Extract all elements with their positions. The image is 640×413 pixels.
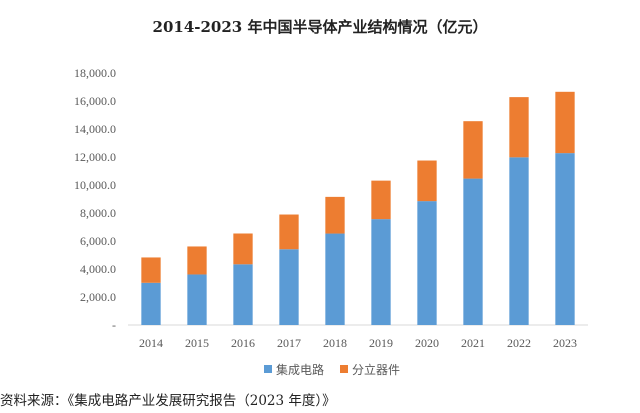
y-tick-label: 12,000.0 xyxy=(74,150,116,164)
legend-label: 分立器件 xyxy=(352,362,400,377)
bar-segment-discrete xyxy=(325,196,345,234)
x-tick-label: 2022 xyxy=(507,336,531,350)
x-tick-label: 2016 xyxy=(231,336,255,350)
bar-segment-ic xyxy=(417,201,437,325)
x-tick-label: 2017 xyxy=(277,336,301,350)
bar-segment-discrete xyxy=(463,121,483,179)
y-tick-label: 16,000.0 xyxy=(74,94,116,108)
y-tick-label: - xyxy=(112,318,116,332)
bar-segment-discrete xyxy=(187,246,207,275)
legend: 集成电路 分立器件 xyxy=(264,362,400,377)
x-tick-label: 2018 xyxy=(323,336,347,350)
y-tick-label: 8,000.0 xyxy=(80,206,116,220)
y-tick-label: 6,000.0 xyxy=(80,234,116,248)
legend-swatch xyxy=(264,365,272,373)
bar-segment-discrete xyxy=(509,97,529,158)
bar-segment-ic xyxy=(555,153,575,325)
bar-segment-ic xyxy=(463,178,483,325)
y-axis: - 2,000.0 4,000.0 6,000.0 8,000.0 10,000.0 12,… xyxy=(74,66,116,332)
y-tick-label: 2,000.0 xyxy=(80,290,116,304)
bars xyxy=(141,91,575,325)
x-axis: 2014 2015 2016 2017 2018 2019 2020 2021 2022 2023 xyxy=(139,336,577,350)
x-tick-label: 2019 xyxy=(369,336,393,350)
bar-segment-ic xyxy=(279,249,299,325)
bar-segment-discrete xyxy=(233,233,253,265)
x-tick-label: 2021 xyxy=(461,336,485,350)
source-note: 资料来源：《集成电路产业发展研究报告（2023 年度）》 xyxy=(0,393,336,409)
bar-segment-discrete xyxy=(555,91,575,154)
bar-segment-ic xyxy=(325,233,345,325)
x-tick-label: 2014 xyxy=(139,336,163,350)
bar-segment-ic xyxy=(509,157,529,325)
x-tick-label: 2023 xyxy=(553,336,577,350)
bar-segment-discrete xyxy=(371,180,391,220)
x-tick-label: 2020 xyxy=(415,336,439,350)
y-tick-label: 14,000.0 xyxy=(74,122,116,136)
x-tick-label: 2015 xyxy=(185,336,209,350)
bar-segment-ic xyxy=(141,282,161,325)
bar-segment-discrete xyxy=(417,160,437,202)
bar-segment-ic xyxy=(187,274,207,325)
chart-title: 2014-2023 年中国半导体产业结构情况（亿元） xyxy=(153,18,488,36)
chart: 2014-2023 年中国半导体产业结构情况（亿元） - 2,000.0 4,000… xyxy=(74,18,588,377)
y-tick-label: 10,000.0 xyxy=(74,178,116,192)
bar-segment-discrete xyxy=(279,214,299,250)
y-tick-label: 4,000.0 xyxy=(80,262,116,276)
legend-label: 集成电路 xyxy=(276,362,324,377)
bar-segment-ic xyxy=(233,264,253,325)
legend-swatch xyxy=(340,365,348,373)
y-tick-label: 18,000.0 xyxy=(74,66,116,80)
bar-segment-ic xyxy=(371,219,391,325)
bar-segment-discrete xyxy=(141,257,161,283)
